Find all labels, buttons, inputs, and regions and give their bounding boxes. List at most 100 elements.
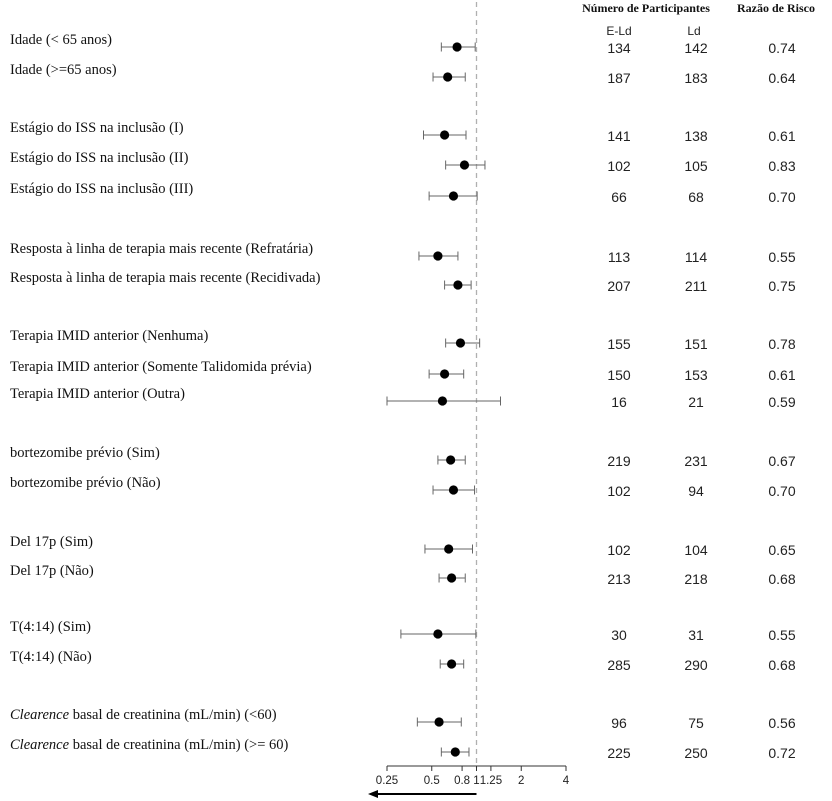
hr-point: [433, 251, 443, 261]
hr-point: [443, 72, 453, 82]
row-label-text: basal de creatinina (mL/min) (<60): [69, 707, 277, 723]
count-e-ld: 102: [607, 158, 631, 174]
count-e-ld: 207: [607, 278, 631, 294]
count-ld: 211: [685, 278, 708, 294]
hazard-ratio-value: 0.70: [768, 189, 795, 205]
row-label: Terapia IMID anterior (Nenhuma): [10, 328, 208, 344]
count-e-ld: 134: [607, 40, 631, 56]
row-label: Estágio do ISS na inclusão (II): [10, 150, 189, 166]
hr-point: [452, 42, 462, 52]
header-arm-e-ld: E-Ld: [606, 24, 631, 38]
count-ld: 138: [684, 128, 708, 144]
count-e-ld: 155: [607, 336, 631, 352]
hr-point: [444, 544, 454, 554]
table-row: T(4:14) (Não) 285 290 0.68: [10, 649, 796, 673]
count-ld: 142: [684, 40, 708, 56]
hazard-ratio-value: 0.72: [768, 745, 795, 761]
hr-point: [434, 717, 444, 727]
count-e-ld: 102: [607, 483, 631, 499]
table-row: bortezomibe prévio (Não) 102 94 0.70: [10, 475, 796, 499]
row-label: bortezomibe prévio (Não): [10, 475, 161, 491]
x-tick-label: 0.25: [376, 775, 398, 787]
count-e-ld: 30: [611, 627, 627, 643]
x-tick-label: 0.8: [454, 775, 470, 787]
table-row: Estágio do ISS na inclusão (II) 102 105 0.8…: [10, 150, 796, 174]
hr-point: [459, 160, 470, 170]
row-label: Resposta à linha de terapia mais recente…: [10, 241, 313, 257]
table-row: Resposta à linha de terapia mais recente…: [10, 270, 796, 294]
table-row: Idade (>=65 anos) 187 183 0.64: [10, 62, 796, 86]
count-e-ld: 150: [607, 367, 631, 383]
count-ld: 31: [688, 627, 704, 643]
x-tick-label: 4: [563, 775, 570, 787]
row-label: Idade (>=65 anos): [10, 62, 117, 78]
hazard-ratio-value: 0.83: [768, 158, 795, 174]
x-tick-label: 1.25: [480, 775, 502, 787]
hr-point: [447, 573, 457, 583]
count-ld: 105: [684, 158, 708, 174]
x-tick-label: 0.5: [424, 775, 440, 787]
hr-point: [447, 659, 457, 669]
row-label-prefix: Clearence: [10, 737, 70, 753]
hr-point: [439, 130, 450, 140]
row-label: Terapia IMID anterior (Somente Talidomid…: [10, 359, 312, 375]
hazard-ratio-value: 0.65: [768, 542, 795, 558]
row-label: Del 17p (Sim): [10, 534, 93, 550]
row-label: Resposta à linha de terapia mais recente…: [10, 270, 321, 286]
hazard-ratio-value: 0.74: [768, 40, 795, 56]
row-label: Idade (< 65 anos): [10, 32, 112, 48]
count-ld: 151: [684, 336, 708, 352]
hazard-ratio-value: 0.68: [768, 657, 795, 673]
row-label-text: basal de creatinina (mL/min) (>= 60): [69, 737, 288, 753]
count-ld: 104: [684, 542, 708, 558]
count-ld: 153: [684, 367, 708, 383]
hazard-ratio-value: 0.68: [768, 571, 795, 587]
count-e-ld: 96: [611, 715, 627, 731]
table-row: Estágio do ISS na inclusão (I) 141 138 0.61: [10, 120, 796, 144]
hr-point: [455, 338, 466, 348]
hr-point: [450, 747, 460, 757]
count-e-ld: 213: [607, 571, 631, 587]
hazard-ratio-value: 0.67: [768, 453, 795, 469]
count-e-ld: 219: [607, 453, 631, 469]
count-e-ld: 225: [607, 745, 631, 761]
hazard-ratio-value: 0.75: [768, 278, 795, 294]
hazard-ratio-value: 0.78: [768, 336, 795, 352]
row-label: T(4:14) (Não): [10, 649, 92, 665]
row-label: T(4:14) (Sim): [10, 619, 91, 635]
table-row: Terapia IMID anterior (Somente Talidomid…: [10, 359, 796, 383]
row-label: Clearence basal de creatinina (mL/min) (…: [10, 707, 277, 723]
count-ld: 68: [688, 189, 704, 205]
count-e-ld: 187: [607, 70, 631, 86]
row-label: Clearence basal de creatinina (mL/min) (…: [10, 737, 289, 753]
hazard-ratio-value: 0.70: [768, 483, 795, 499]
row-label: Terapia IMID anterior (Outra): [10, 386, 185, 402]
header-arm-ld: Ld: [687, 24, 700, 38]
table-row: Clearence basal de creatinina (mL/min) (…: [10, 707, 796, 731]
count-ld: 290: [684, 657, 708, 673]
hazard-ratio-value: 0.64: [768, 70, 795, 86]
hr-point: [433, 629, 443, 639]
x-axis: 0.25 0.5 0.8 1 1.25 2 4: [368, 765, 570, 798]
table-row: Terapia IMID anterior (Nenhuma) 155 151 0.7…: [10, 328, 796, 352]
table-row: Resposta à linha de terapia mais recente…: [10, 241, 796, 265]
count-e-ld: 102: [607, 542, 631, 558]
hazard-ratio-value: 0.61: [768, 128, 795, 144]
hazard-ratio-value: 0.56: [768, 715, 795, 731]
count-ld: 250: [684, 745, 708, 761]
count-ld: 94: [688, 483, 704, 499]
table-row: Terapia IMID anterior (Outra) 16 21 0.59: [10, 386, 796, 410]
hazard-ratio-value: 0.59: [768, 394, 795, 410]
header-hazard-ratio: Razão de Risco: [737, 1, 815, 15]
table-row: Del 17p (Não) 213 218 0.68: [10, 563, 796, 587]
table-row: Clearence basal de creatinina (mL/min) (…: [10, 737, 796, 761]
table-row: Idade (< 65 anos) 134 142 0.74: [10, 32, 796, 56]
count-e-ld: 113: [608, 249, 631, 265]
favor-arrow-head: [368, 790, 378, 798]
hazard-ratio-value: 0.55: [768, 249, 795, 265]
hazard-ratio-value: 0.61: [768, 367, 795, 383]
count-ld: 231: [684, 453, 708, 469]
hr-point: [439, 369, 450, 379]
count-ld: 75: [688, 715, 704, 731]
